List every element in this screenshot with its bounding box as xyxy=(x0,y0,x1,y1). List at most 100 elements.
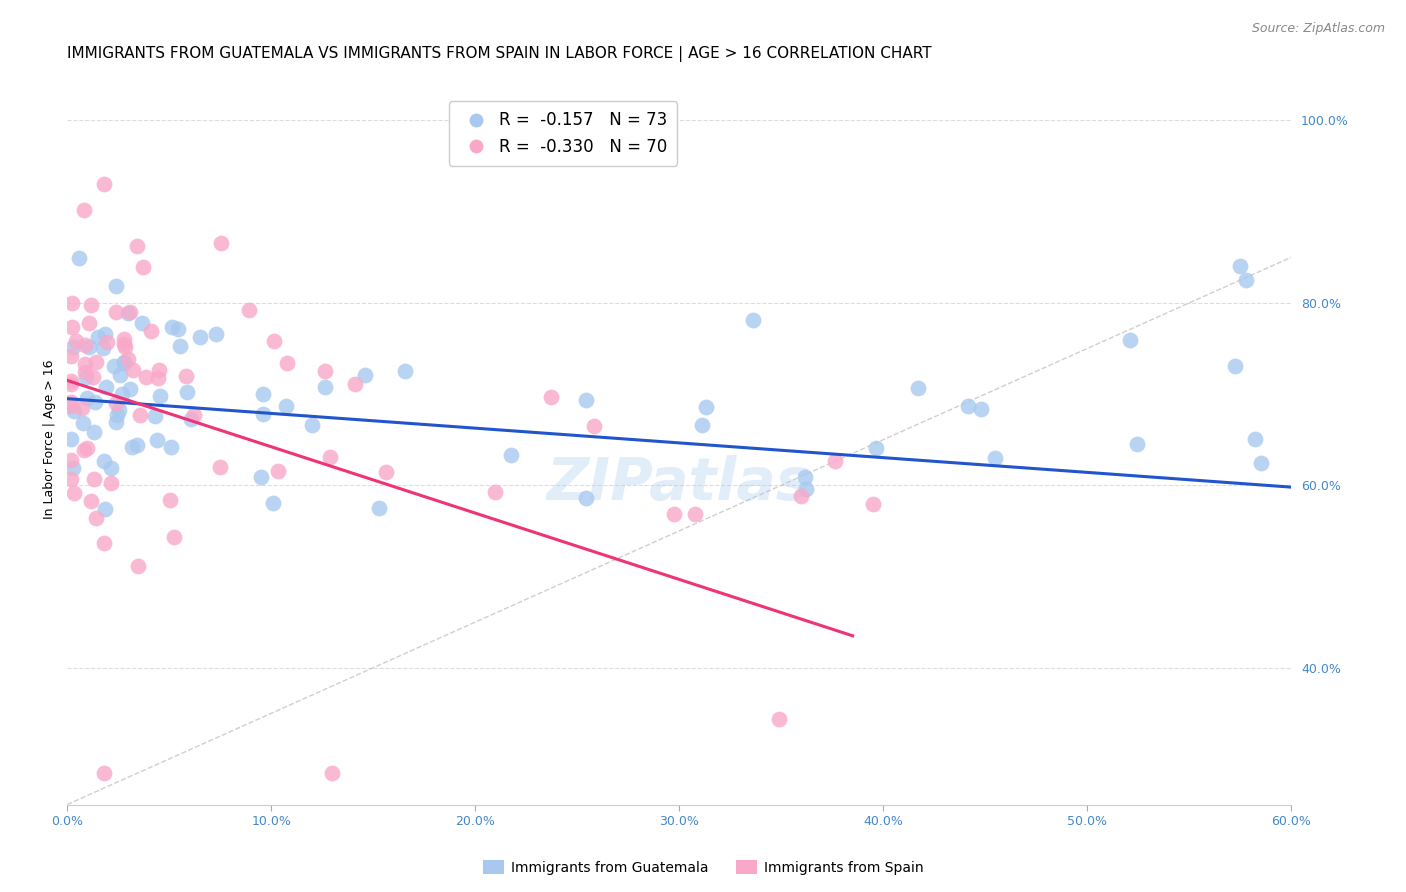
Point xyxy=(80,298,103,312)
Point xyxy=(301,418,323,433)
Point xyxy=(60,395,83,409)
Point xyxy=(394,363,416,377)
Point xyxy=(1244,432,1267,446)
Point xyxy=(107,403,129,417)
Point xyxy=(62,404,84,418)
Point xyxy=(67,252,90,266)
Point xyxy=(65,334,87,348)
Point xyxy=(72,416,94,430)
Point xyxy=(94,502,117,516)
Point xyxy=(146,433,169,447)
Point xyxy=(105,279,128,293)
Point xyxy=(93,178,115,192)
Point xyxy=(60,432,83,446)
Point xyxy=(180,412,202,426)
Point xyxy=(984,451,1007,466)
Point xyxy=(135,369,157,384)
Point xyxy=(1229,260,1251,274)
Point xyxy=(794,482,817,496)
Point xyxy=(354,368,377,383)
Point xyxy=(484,485,506,500)
Point xyxy=(143,409,166,423)
Point xyxy=(82,370,104,384)
Point xyxy=(114,340,136,354)
Point xyxy=(76,391,98,405)
Text: Source: ZipAtlas.com: Source: ZipAtlas.com xyxy=(1251,22,1385,36)
Point xyxy=(267,464,290,478)
Point xyxy=(76,441,98,455)
Point xyxy=(695,401,717,415)
Point xyxy=(263,334,285,349)
Point xyxy=(62,460,84,475)
Point xyxy=(91,341,114,355)
Point xyxy=(970,402,993,417)
Legend: R =  -0.157   N = 73, R =  -0.330   N = 70: R = -0.157 N = 73, R = -0.330 N = 70 xyxy=(449,102,678,166)
Point xyxy=(956,399,979,413)
Point xyxy=(166,322,188,336)
Point xyxy=(174,369,197,384)
Point xyxy=(87,330,110,344)
Point xyxy=(252,407,274,421)
Point xyxy=(575,491,598,505)
Point xyxy=(169,339,191,353)
Point xyxy=(252,387,274,401)
Point xyxy=(582,419,605,434)
Point xyxy=(132,260,155,274)
Point xyxy=(72,401,94,415)
Point xyxy=(84,354,107,368)
Point xyxy=(75,365,97,379)
Point xyxy=(149,389,172,403)
Point xyxy=(77,341,100,355)
Point xyxy=(83,472,105,486)
Point xyxy=(318,450,340,464)
Point xyxy=(374,465,396,479)
Point xyxy=(60,399,83,413)
Point xyxy=(117,352,139,367)
Point xyxy=(96,380,118,394)
Point xyxy=(112,332,135,346)
Point xyxy=(204,326,226,341)
Point xyxy=(790,490,813,504)
Legend: Immigrants from Guatemala, Immigrants from Spain: Immigrants from Guatemala, Immigrants fr… xyxy=(477,855,929,880)
Point xyxy=(131,316,153,330)
Point xyxy=(125,437,148,451)
Point xyxy=(105,415,128,429)
Text: IMMIGRANTS FROM GUATEMALA VS IMMIGRANTS FROM SPAIN IN LABOR FORCE | AGE > 16 COR: IMMIGRANTS FROM GUATEMALA VS IMMIGRANTS … xyxy=(67,46,932,62)
Point xyxy=(1125,436,1147,450)
Point xyxy=(160,320,183,334)
Y-axis label: In Labor Force | Age > 16: In Labor Force | Age > 16 xyxy=(44,360,56,519)
Point xyxy=(94,327,117,342)
Point xyxy=(274,399,297,413)
Point xyxy=(1118,333,1140,347)
Point xyxy=(83,425,105,440)
Point xyxy=(60,319,83,334)
Point xyxy=(60,295,83,310)
Point xyxy=(793,470,815,484)
Point xyxy=(121,440,143,454)
Point xyxy=(321,765,343,780)
Point xyxy=(93,536,115,550)
Point xyxy=(75,337,97,351)
Point xyxy=(188,330,211,344)
Point xyxy=(62,340,84,354)
Point xyxy=(163,530,186,544)
Point xyxy=(160,440,183,454)
Point xyxy=(314,364,336,378)
Point xyxy=(117,306,139,320)
Point xyxy=(127,559,149,574)
Point xyxy=(121,363,143,377)
Point xyxy=(683,507,706,521)
Point xyxy=(118,305,141,319)
Point xyxy=(60,349,83,363)
Point xyxy=(60,453,83,467)
Point xyxy=(690,418,713,433)
Point xyxy=(276,356,298,370)
Point xyxy=(209,459,232,474)
Point xyxy=(93,453,115,467)
Point xyxy=(824,454,846,468)
Point xyxy=(112,337,135,351)
Point xyxy=(1225,359,1247,374)
Point xyxy=(238,303,260,318)
Point xyxy=(183,408,205,422)
Point xyxy=(112,356,135,370)
